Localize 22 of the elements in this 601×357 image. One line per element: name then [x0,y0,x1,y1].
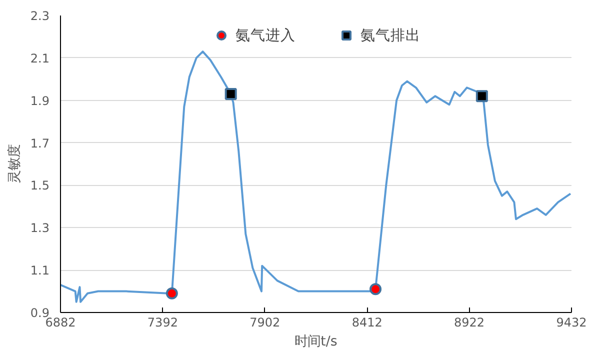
point [166,287,178,300]
x-tick-label: 8922 [454,316,485,330]
legend-label: 氨气排出 [360,26,420,44]
x-tick-label: 8412 [352,316,382,330]
point [370,283,382,296]
point [224,88,237,100]
x-axis-title: 时间t/s [294,334,338,350]
y-tick-label: 1.1 [30,264,50,278]
legend-label: 氨气进入 [236,26,296,44]
line-series [60,50,572,303]
y-tick-label: 1.9 [30,94,50,108]
y-tick-label: 2.1 [30,51,50,66]
y-tick-label: 2.3 [30,9,50,23]
y-tick-label: 1.3 [30,221,50,236]
x-tick-label: 9432 [556,316,587,330]
point [476,90,488,102]
x-tick-label: 6882 [45,316,76,330]
x-tick-label: 7902 [250,316,280,330]
y-tick-label: 1.7 [30,136,50,150]
y-axis-title: 灵敏度 [6,144,22,184]
y-tick-label: 1.5 [30,178,50,193]
x-tick-label: 7392 [147,316,178,330]
